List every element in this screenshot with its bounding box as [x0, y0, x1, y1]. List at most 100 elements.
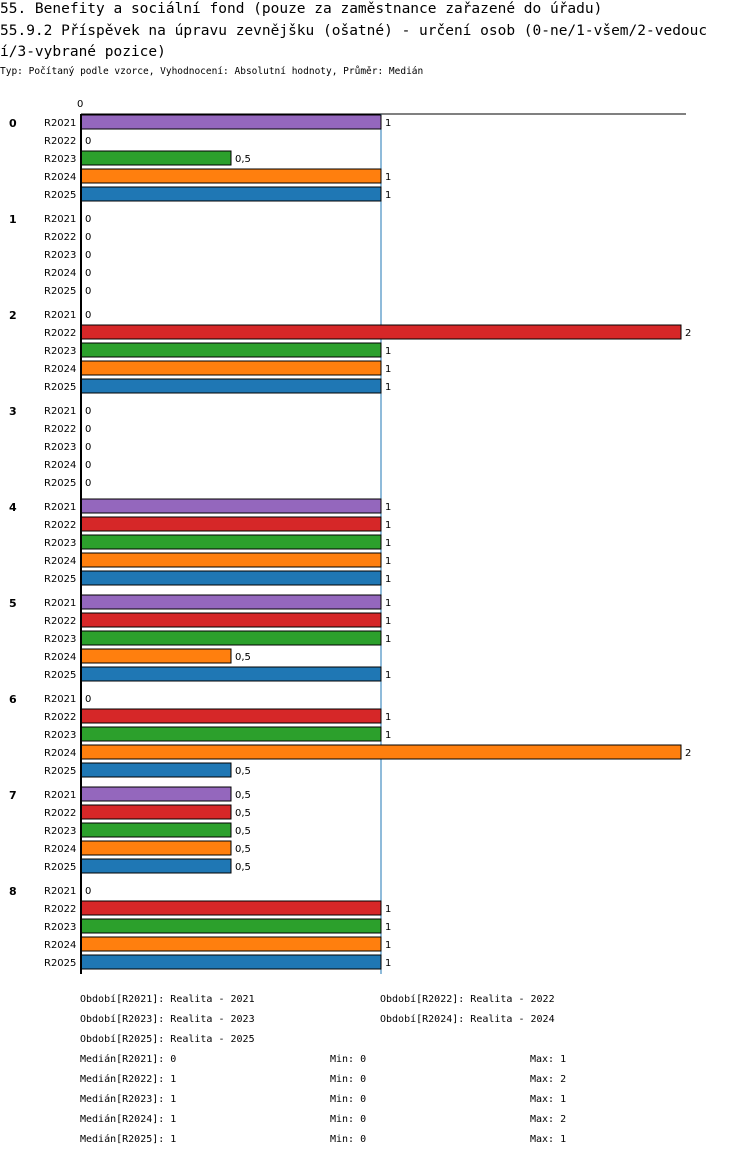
row-label-1-r2021: R2021: [44, 214, 76, 225]
chart-title-line-3: í/3-vybrané pozice): [0, 44, 166, 60]
value-label-8-r2021: 0: [85, 886, 91, 897]
value-label-0-r2022: 0: [85, 136, 91, 147]
row-label-4-r2022: R2022: [44, 520, 76, 531]
row-label-6-r2023: R2023: [44, 730, 76, 741]
bar-7-r2025: [80, 858, 232, 874]
value-label-6-r2025: 0,5: [235, 766, 251, 777]
value-label-4-r2024: 1: [385, 556, 391, 567]
chart-subtitle: Typ: Počítaný podle vzorce, Vyhodnocení:…: [0, 66, 424, 77]
value-label-8-r2025: 1: [385, 958, 391, 969]
bar-5-r2023: [80, 630, 382, 646]
legend-period-r2022: Období[R2022]: Realita - 2022: [380, 994, 555, 1005]
legend-period-r2021: Období[R2021]: Realita - 2021: [80, 994, 255, 1005]
group-label-7: 7: [9, 789, 17, 802]
value-label-8-r2024: 1: [385, 940, 391, 951]
bar-5-r2025: [80, 666, 382, 682]
bar-2-r2022: [80, 324, 682, 340]
value-label-3-r2022: 0: [85, 424, 91, 435]
value-label-1-r2022: 0: [85, 232, 91, 243]
bar-6-r2025: [80, 762, 232, 778]
value-label-5-r2024: 0,5: [235, 652, 251, 663]
row-label-8-r2025: R2025: [44, 958, 76, 969]
legend-period-r2024: Období[R2024]: Realita - 2024: [380, 1014, 555, 1025]
bar-8-r2024: [80, 936, 382, 952]
group-label-4: 4: [9, 501, 17, 514]
bar-8-r2022: [80, 900, 382, 916]
legend-max-r2023: Max: 1: [530, 1094, 567, 1105]
row-label-8-r2024: R2024: [44, 940, 76, 951]
row-label-8-r2022: R2022: [44, 904, 76, 915]
legend-max-r2022: Max: 2: [530, 1074, 567, 1085]
value-label-2-r2021: 0: [85, 310, 91, 321]
value-label-6-r2024: 2: [685, 748, 691, 759]
bar-4-r2024: [80, 552, 382, 568]
value-label-3-r2021: 0: [85, 406, 91, 417]
group-label-5: 5: [9, 597, 17, 610]
row-label-4-r2024: R2024: [44, 556, 76, 567]
bar-8-r2023: [80, 918, 382, 934]
value-label-3-r2023: 0: [85, 442, 91, 453]
bar-7-r2021: [80, 786, 232, 802]
row-label-1-r2022: R2022: [44, 232, 76, 243]
value-label-5-r2022: 1: [385, 616, 391, 627]
bar-5-r2021: [80, 594, 382, 610]
row-label-7-r2022: R2022: [44, 808, 76, 819]
bar-4-r2021: [80, 498, 382, 514]
value-label-5-r2023: 1: [385, 634, 391, 645]
value-label-7-r2022: 0,5: [235, 808, 251, 819]
row-label-2-r2023: R2023: [44, 346, 76, 357]
bar-0-r2025: [80, 186, 382, 202]
row-label-1-r2025: R2025: [44, 286, 76, 297]
row-label-2-r2021: R2021: [44, 310, 76, 321]
row-label-5-r2025: R2025: [44, 670, 76, 681]
legend-max-r2021: Max: 1: [530, 1054, 567, 1065]
row-label-6-r2025: R2025: [44, 766, 76, 777]
value-label-2-r2024: 1: [385, 364, 391, 375]
row-label-0-r2024: R2024: [44, 172, 76, 183]
value-label-4-r2022: 1: [385, 520, 391, 531]
bar-8-r2025: [80, 954, 382, 970]
value-label-7-r2023: 0,5: [235, 826, 251, 837]
group-label-0: 0: [9, 117, 17, 130]
value-label-0-r2023: 0,5: [235, 154, 251, 165]
legend-min-r2022: Min: 0: [330, 1074, 367, 1085]
group-label-1: 1: [9, 213, 17, 226]
row-label-4-r2023: R2023: [44, 538, 76, 549]
value-label-7-r2024: 0,5: [235, 844, 251, 855]
row-label-2-r2024: R2024: [44, 364, 76, 375]
chart-title-line-2: 55.9.2 Příspěvek na úpravu zevnějšku (oš…: [0, 23, 708, 39]
bar-7-r2023: [80, 822, 232, 838]
legend-period-r2025: Období[R2025]: Realita - 2025: [80, 1034, 255, 1045]
value-label-8-r2023: 1: [385, 922, 391, 933]
value-label-2-r2022: 2: [685, 328, 691, 339]
bar-4-r2023: [80, 534, 382, 550]
legend-min-r2025: Min: 0: [330, 1134, 367, 1145]
legend-median-r2021: Medián[R2021]: 0: [80, 1054, 177, 1065]
value-label-5-r2021: 1: [385, 598, 391, 609]
value-label-8-r2022: 1: [385, 904, 391, 915]
group-label-2: 2: [9, 309, 17, 322]
group-label-3: 3: [9, 405, 17, 418]
row-label-2-r2025: R2025: [44, 382, 76, 393]
value-label-2-r2023: 1: [385, 346, 391, 357]
bar-6-r2023: [80, 726, 382, 742]
row-label-6-r2021: R2021: [44, 694, 76, 705]
value-label-5-r2025: 1: [385, 670, 391, 681]
legend-period-r2023: Období[R2023]: Realita - 2023: [80, 1014, 255, 1025]
bar-0-r2021: [80, 114, 382, 130]
row-label-6-r2022: R2022: [44, 712, 76, 723]
bar-2-r2024: [80, 360, 382, 376]
bar-0-r2024: [80, 168, 382, 184]
bar-6-r2022: [80, 708, 382, 724]
bar-6-r2024: [80, 744, 682, 760]
value-label-3-r2024: 0: [85, 460, 91, 471]
bar-4-r2025: [80, 570, 382, 586]
bar-0-r2023: [80, 150, 232, 166]
legend-median-r2025: Medián[R2025]: 1: [80, 1134, 177, 1145]
group-label-8: 8: [9, 885, 17, 898]
legend-median-r2022: Medián[R2022]: 1: [80, 1074, 177, 1085]
row-label-4-r2021: R2021: [44, 502, 76, 513]
row-label-3-r2024: R2024: [44, 460, 76, 471]
row-label-3-r2022: R2022: [44, 424, 76, 435]
bar-chart: 0 0 R2021 1 R2022 0 R2023 0,5 R2024 1 R2025 1 1 R2021…: [9, 99, 691, 974]
